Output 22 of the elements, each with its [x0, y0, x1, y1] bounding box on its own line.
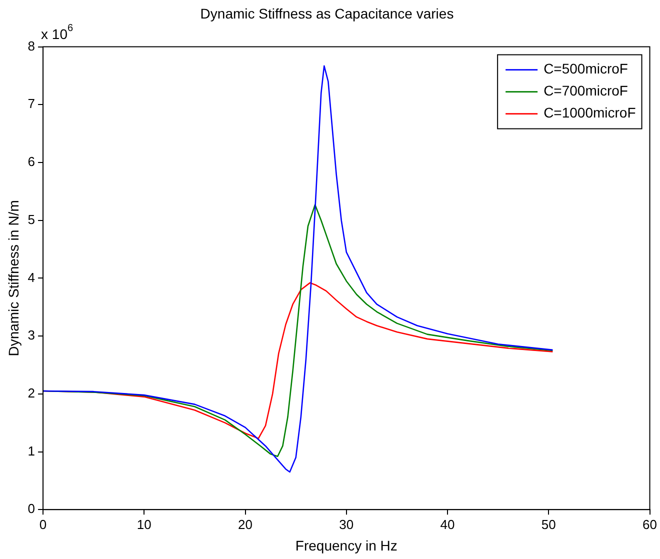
y-axis-title: Dynamic Stiffness in N/m — [5, 200, 22, 356]
x-tick-label: 30 — [339, 516, 354, 532]
y-tick-label: 8 — [28, 38, 36, 54]
x-tick-label: 40 — [440, 516, 455, 532]
x-tick-label: 50 — [541, 516, 556, 532]
x-tick-label: 0 — [39, 516, 47, 532]
y-tick-label: 3 — [28, 328, 36, 343]
y-tick-label: 4 — [28, 270, 36, 285]
legend-label: C=500microF — [544, 60, 628, 77]
x-tick-label: 60 — [642, 516, 658, 532]
y-tick-label: 6 — [28, 154, 36, 170]
x-axis-title: Frequency in Hz — [295, 537, 398, 554]
x-tick-label: 20 — [238, 516, 253, 532]
y-tick-label: 0 — [28, 501, 36, 516]
chart-title: Dynamic Stiffness as Capacitance varies — [200, 5, 454, 22]
y-tick-label: 5 — [28, 212, 36, 227]
x-tick-label: 10 — [136, 516, 152, 532]
legend-label: C=1000microF — [544, 104, 636, 121]
y-tick-label: 7 — [28, 96, 36, 112]
y-tick-label: 1 — [28, 443, 36, 458]
legend-label: C=700microF — [544, 82, 628, 99]
y-tick-label: 2 — [28, 385, 36, 400]
